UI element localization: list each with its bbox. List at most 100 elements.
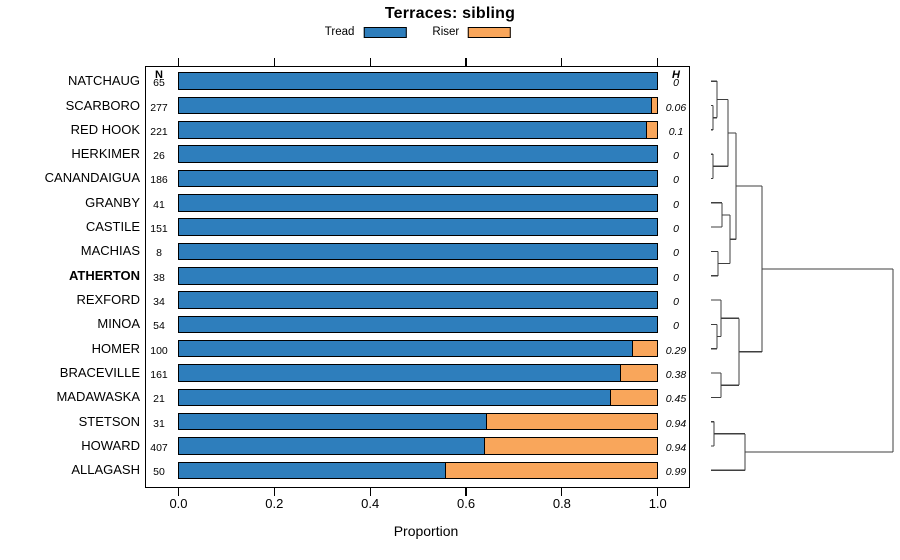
x-tick-bottom: [273, 487, 275, 496]
x-tick-top: [657, 57, 659, 66]
x-tick-label: 0.0: [169, 496, 188, 511]
category-label: NATCHAUG: [68, 73, 140, 89]
n-value: 31: [153, 417, 165, 430]
category-label: BRACEVILLE: [59, 365, 140, 381]
x-tick-top: [177, 57, 180, 66]
category-label: CASTILE: [85, 219, 140, 235]
stacked-bar: [178, 121, 658, 139]
tread-segment: [179, 462, 447, 479]
legend-item: Tread: [325, 26, 407, 38]
n-value: 50: [153, 466, 165, 479]
category-label: RED HOOK: [70, 121, 140, 137]
category-label: MADAWASKA: [56, 389, 140, 405]
tread-segment: [179, 97, 652, 114]
x-tick-label: 0.6: [457, 496, 476, 511]
tread-segment: [179, 292, 657, 308]
category-label: STETSON: [78, 413, 140, 429]
n-value: 54: [153, 320, 165, 333]
stacked-bar: [178, 218, 658, 236]
stacked-bar: [178, 242, 658, 261]
tread-swatch: [363, 26, 407, 38]
category-label: MINOA: [97, 316, 140, 332]
h-value: 0.1: [668, 125, 684, 138]
chart-title: Terraces: sibling: [384, 5, 516, 22]
stacked-bar: [178, 267, 658, 285]
tread-segment: [179, 268, 657, 284]
tread-segment: [179, 365, 621, 381]
riser-segment: [651, 97, 657, 114]
stacked-bar: [178, 194, 658, 212]
x-tick-bottom: [561, 487, 563, 496]
category-label: HERKIMER: [71, 146, 140, 162]
x-tick-bottom: [177, 487, 180, 496]
stacked-bar: [178, 72, 658, 90]
legend-item: Riser: [432, 26, 512, 38]
x-axis-label: Proportion: [393, 523, 459, 539]
x-tick-top: [273, 57, 275, 66]
tread-segment: [179, 146, 657, 162]
n-value: 21: [153, 393, 165, 406]
stacked-bar: [178, 339, 658, 358]
stacked-bar: [178, 169, 658, 188]
legend-label: Tread: [324, 26, 355, 38]
n-value: 41: [153, 198, 165, 211]
tread-segment: [179, 122, 647, 138]
category-label: MACHIAS: [80, 243, 140, 259]
h-value: 0: [673, 77, 679, 90]
riser-segment: [646, 122, 657, 138]
h-value: 0: [673, 150, 679, 163]
tread-segment: [179, 413, 487, 430]
legend-label: Riser: [432, 26, 460, 38]
h-value: 0: [673, 320, 679, 333]
tread-segment: [179, 170, 657, 187]
n-value: 407: [150, 442, 168, 454]
category-label: SCARBORO: [65, 97, 140, 113]
h-value: 0: [673, 198, 679, 211]
n-value: 221: [150, 125, 168, 138]
x-tick-bottom: [465, 487, 467, 496]
stacked-bar: [178, 364, 658, 382]
x-tick-label: 1.0: [648, 496, 667, 511]
h-value: 0.38: [665, 369, 687, 382]
tread-segment: [179, 243, 657, 260]
stacked-bar: [178, 388, 658, 407]
riser-segment: [484, 438, 657, 454]
category-label: CANANDAIGUA: [44, 170, 140, 186]
legend: Tread Riser: [325, 26, 512, 38]
riser-segment: [486, 413, 657, 430]
n-value: 34: [153, 296, 165, 309]
h-value: 0.29: [665, 344, 687, 357]
x-tick-label: 0.8: [552, 496, 571, 511]
riser-segment: [611, 389, 657, 406]
plot-frame: [145, 65, 690, 488]
h-value: 0: [673, 174, 679, 187]
tread-segment: [179, 389, 612, 406]
h-value: 0: [673, 223, 679, 236]
tread-segment: [179, 340, 633, 357]
stacked-bar: [178, 96, 658, 115]
h-column-header: H: [672, 69, 680, 81]
stacked-bar: [178, 461, 658, 480]
tread-segment: [179, 438, 485, 454]
riser-segment: [620, 365, 657, 381]
x-tick-bottom: [657, 487, 659, 496]
stacked-bar: [178, 291, 658, 309]
category-label: REXFORD: [76, 292, 140, 308]
h-value: 0.94: [665, 417, 687, 430]
h-value: 0.94: [665, 442, 687, 454]
stacked-bar: [178, 145, 658, 163]
dendrogram-links: [711, 80, 894, 471]
x-tick-label: 0.2: [265, 496, 284, 511]
stacked-bar: [178, 412, 658, 431]
x-tick-bottom: [369, 487, 371, 496]
tread-segment: [179, 195, 657, 211]
tread-segment: [179, 73, 657, 89]
x-tick-top: [561, 57, 563, 66]
stacked-bar: [178, 437, 658, 455]
category-label: ATHERTON: [68, 267, 140, 283]
n-value: 186: [150, 174, 168, 187]
x-tick-top: [369, 57, 371, 66]
n-value: 65: [153, 77, 165, 90]
